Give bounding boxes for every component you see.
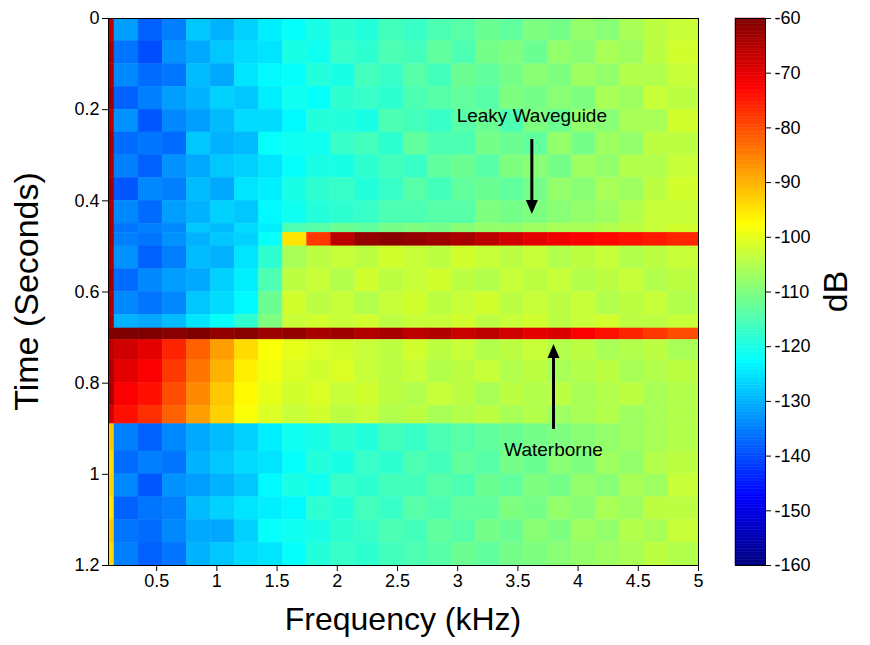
svg-text:-90: -90 xyxy=(775,172,801,192)
svg-text:1: 1 xyxy=(212,571,222,591)
svg-text:-80: -80 xyxy=(775,118,801,138)
svg-text:-140: -140 xyxy=(775,446,811,466)
svg-text:0.4: 0.4 xyxy=(74,191,99,211)
svg-text:dB: dB xyxy=(816,271,854,313)
svg-text:2.5: 2.5 xyxy=(385,571,410,591)
svg-text:0.5: 0.5 xyxy=(144,571,169,591)
svg-text:3.5: 3.5 xyxy=(505,571,530,591)
svg-text:2: 2 xyxy=(332,571,342,591)
svg-text:-160: -160 xyxy=(775,555,811,575)
svg-text:Leaky Waveguide: Leaky Waveguide xyxy=(457,105,607,126)
svg-text:Waterborne: Waterborne xyxy=(504,439,603,460)
svg-text:0.2: 0.2 xyxy=(74,99,99,119)
svg-text:-100: -100 xyxy=(775,227,811,247)
svg-text:1.2: 1.2 xyxy=(74,555,99,575)
svg-text:0: 0 xyxy=(89,8,99,28)
svg-text:1: 1 xyxy=(89,464,99,484)
svg-text:4: 4 xyxy=(573,571,583,591)
svg-text:-130: -130 xyxy=(775,391,811,411)
svg-text:1.5: 1.5 xyxy=(265,571,290,591)
svg-text:5: 5 xyxy=(693,571,703,591)
svg-text:-110: -110 xyxy=(775,282,810,302)
svg-text:-70: -70 xyxy=(775,63,801,83)
svg-text:-60: -60 xyxy=(775,8,801,28)
svg-text:3: 3 xyxy=(453,571,463,591)
svg-text:-120: -120 xyxy=(775,336,811,356)
svg-text:Frequency (kHz): Frequency (kHz) xyxy=(285,601,522,637)
svg-text:0.8: 0.8 xyxy=(74,373,99,393)
svg-text:-150: -150 xyxy=(775,501,811,521)
svg-text:0.6: 0.6 xyxy=(74,282,99,302)
svg-text:4.5: 4.5 xyxy=(626,571,651,591)
svg-text:Time (Seconds): Time (Seconds) xyxy=(7,172,45,411)
